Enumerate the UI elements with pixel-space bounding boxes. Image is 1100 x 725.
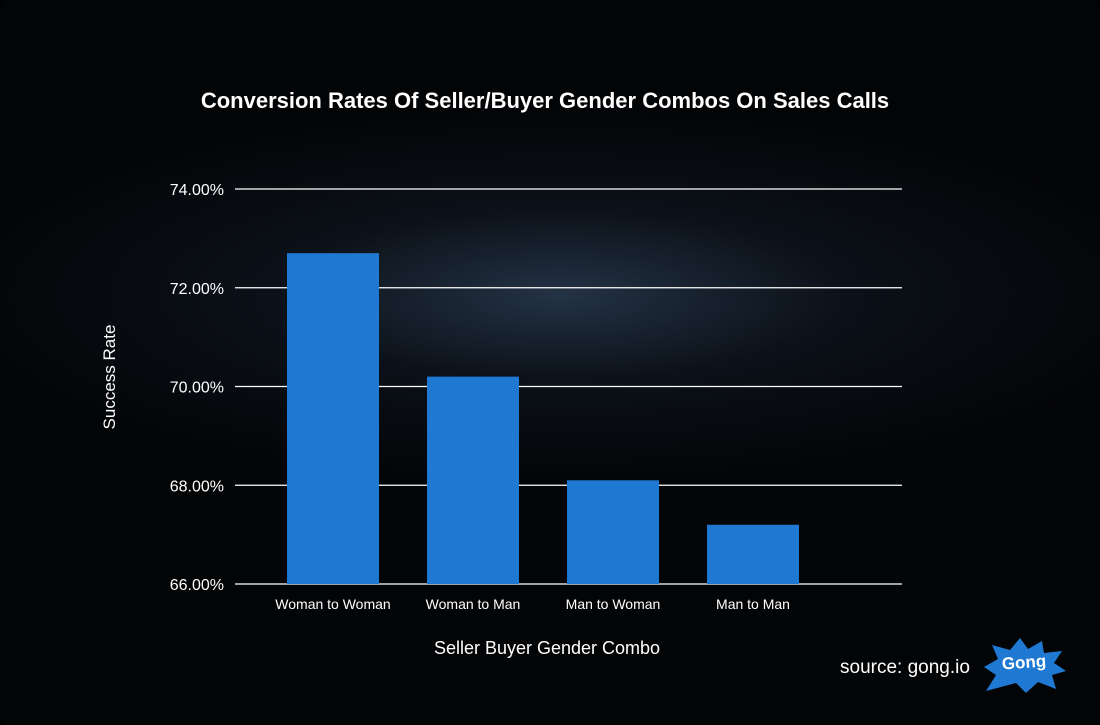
y-tick-label: 74.00%: [170, 182, 224, 199]
chart-title: Conversion Rates Of Seller/Buyer Gender …: [200, 88, 890, 113]
bar: [707, 524, 799, 584]
bar: [427, 376, 519, 584]
logo-burst-icon: [984, 638, 1066, 693]
x-tick-label: Man to Woman: [566, 596, 661, 612]
y-tick-label: 72.00%: [170, 281, 224, 298]
source-credit: source: gong.io: [840, 657, 970, 678]
bar: [287, 253, 379, 584]
y-tick-label: 70.00%: [170, 380, 224, 397]
x-axis-label: Seller Buyer Gender Combo: [433, 638, 661, 658]
gong-logo: Gong: [982, 637, 1066, 693]
x-tick-label: Man to Man: [716, 596, 790, 612]
x-tick-label: Woman to Man: [426, 596, 521, 612]
y-tick-label: 66.00%: [170, 577, 224, 594]
bar: [567, 480, 659, 584]
y-axis-label: Success Rate: [100, 324, 119, 430]
x-tick-label: Woman to Woman: [275, 596, 390, 612]
y-tick-label: 68.00%: [170, 478, 224, 495]
